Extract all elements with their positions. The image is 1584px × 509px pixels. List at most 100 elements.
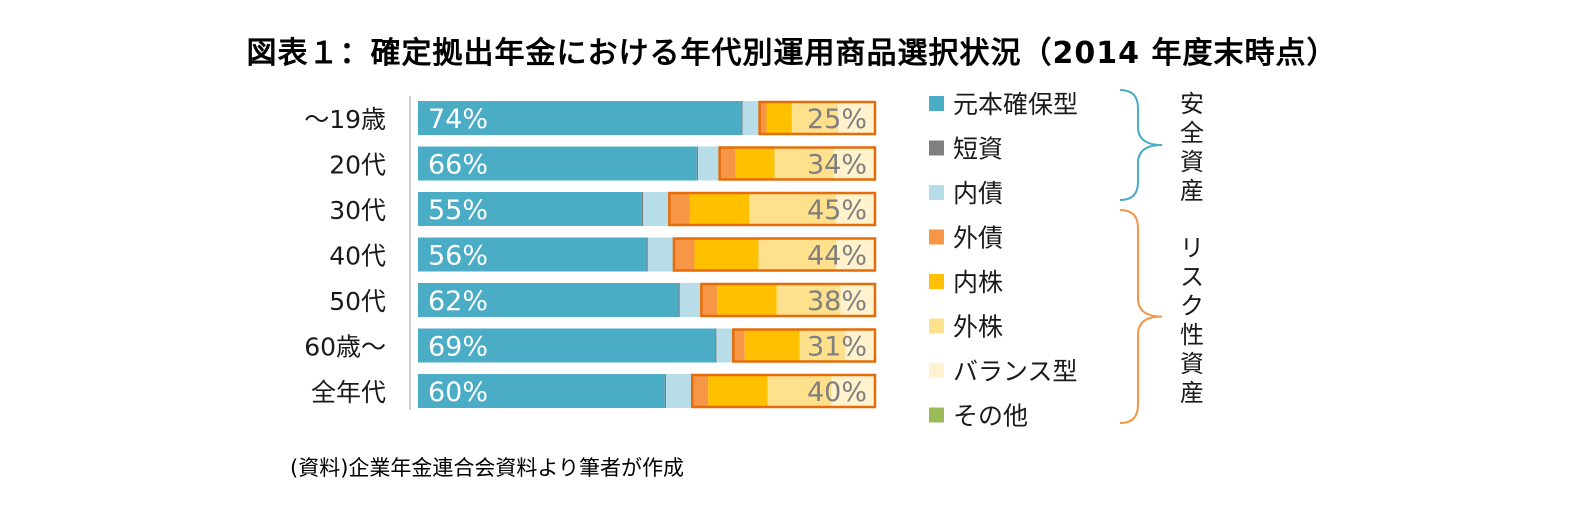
bar-segment-外株-30代 <box>749 192 837 226</box>
bar-segment-内株-60歳～ <box>744 328 800 363</box>
legend-label-元本確保型: 元本確保型 <box>953 90 1078 119</box>
bar-segment-短資-60歳～ <box>715 328 717 363</box>
group-bracket-安全資産 <box>1119 89 1163 201</box>
safe-share-label: 62% <box>428 286 488 317</box>
legend-swatch-外債 <box>929 229 944 245</box>
legend-label-外株: 外株 <box>953 313 1003 342</box>
legend-swatch-外株 <box>929 318 944 334</box>
bar-segment-内株-30代 <box>689 192 750 226</box>
bar-segment-短資-～19歳 <box>741 101 743 135</box>
legend-label-外債: 外債 <box>953 224 1003 253</box>
bar-segment-外債-50代 <box>701 283 718 317</box>
bar-segment-短資-全年代 <box>664 374 667 408</box>
legend-swatch-内債 <box>929 185 944 200</box>
bar-segment-外債-20代 <box>719 146 736 181</box>
chart-title: 図表１：確定拠出年金における年代別運用商品選択状況（2014 年度末時点） <box>246 36 1338 71</box>
bar-segment-外債-60歳～ <box>733 328 745 363</box>
bar-segment-外株-40代 <box>758 237 837 272</box>
category-label: 60歳～ <box>304 333 386 362</box>
bar-segment-短資-50代 <box>678 283 680 317</box>
risk-outline-30代 <box>668 191 877 227</box>
legend-label-その他: その他 <box>953 402 1028 431</box>
risk-outline-50代 <box>700 282 877 318</box>
bar-segment-バランス型-50代 <box>840 283 875 317</box>
risk-share-label: 25% <box>807 104 867 135</box>
bar-segment-バランス型-20代 <box>833 146 875 181</box>
risk-outline-60歳～ <box>732 328 877 363</box>
legend-swatch-短資 <box>929 140 944 156</box>
bar-segment-バランス型-～19歳 <box>838 101 875 135</box>
bar-segment-内株-20代 <box>735 146 775 181</box>
legend-label-内債: 内債 <box>953 179 1003 208</box>
risk-share-label: 44% <box>807 241 867 272</box>
risk-share-label: 38% <box>807 286 867 317</box>
risk-outline-20代 <box>718 146 877 181</box>
risk-share-label: 31% <box>807 332 867 363</box>
bar-segment-外債-30代 <box>669 192 690 226</box>
category-labels: ～19歳 20代 30代 40代 50代 60歳～ 全年代 <box>304 105 386 407</box>
bar-segment-内債-全年代 <box>666 374 693 408</box>
legend-label-バランス型: バランス型 <box>953 357 1078 386</box>
legend-label-短資: 短資 <box>953 135 1003 164</box>
bar-segment-内株-40代 <box>694 237 759 272</box>
group-label-安全資産: 安全資産 <box>1180 90 1204 205</box>
bar-segment-内債-60歳～ <box>716 328 734 363</box>
legend-label-内株: 内株 <box>953 268 1003 297</box>
bar-segment-外株-全年代 <box>767 374 832 408</box>
bar-segment-外株-50代 <box>776 283 841 317</box>
source-note: (資料)企業年金連合会資料より筆者が作成 <box>290 456 684 480</box>
bar-segment-外債-全年代 <box>692 374 709 408</box>
bars-layer: 74% 25% 66% 34% 55% 45% 56% 44% 62% 38% 69% 31% 60% 4… <box>418 100 877 409</box>
safe-share-label: 74% <box>428 104 488 135</box>
risk-outline-40代 <box>672 237 877 272</box>
safe-share-label: 56% <box>428 241 488 272</box>
legend-swatch-その他 <box>929 407 944 423</box>
risk-outline-全年代 <box>690 373 877 409</box>
bar-segment-バランス型-40代 <box>836 237 875 272</box>
bar-segment-外株-20代 <box>774 146 834 181</box>
category-label: ～19歳 <box>304 105 386 134</box>
bar-segment-短資-40代 <box>646 237 648 272</box>
bar-segment-内株-全年代 <box>708 374 768 408</box>
bar-segment-元本確保型-40代 <box>418 237 647 272</box>
bar-segment-短資-20代 <box>696 146 699 181</box>
bar-segment-外債-～19歳 <box>759 101 767 135</box>
bar-segment-内株-～19歳 <box>766 101 792 135</box>
bar-segment-バランス型-30代 <box>836 192 875 226</box>
bar-segment-元本確保型-30代 <box>418 192 642 226</box>
risk-share-label: 45% <box>807 195 867 226</box>
category-label: 40代 <box>329 242 386 271</box>
group-label-リスク性資産: リスク性資産 <box>1180 234 1204 407</box>
safe-share-label: 60% <box>428 377 488 408</box>
bar-segment-短資-30代 <box>641 192 644 226</box>
safe-share-label: 69% <box>428 332 488 363</box>
bar-segment-内債-50代 <box>679 283 702 317</box>
bar-segment-内債-40代 <box>647 237 674 272</box>
bar-segment-外株-～19歳 <box>791 101 839 135</box>
bar-segment-外債-40代 <box>673 237 695 272</box>
safe-share-label: 55% <box>428 195 488 226</box>
bar-segment-元本確保型-全年代 <box>418 374 665 408</box>
risk-share-label: 40% <box>807 377 867 408</box>
safe-share-label: 66% <box>428 150 488 181</box>
bar-segment-元本確保型-～19歳 <box>418 101 742 135</box>
bar-segment-内株-50代 <box>717 283 777 317</box>
legend-swatch-内株 <box>929 274 944 289</box>
bar-segment-元本確保型-60歳～ <box>418 328 716 363</box>
bar-segment-バランス型-60歳～ <box>845 328 875 363</box>
bar-segment-元本確保型-50代 <box>418 283 679 317</box>
risk-share-label: 34% <box>807 150 867 181</box>
bar-segment-内債-～19歳 <box>742 101 760 135</box>
bar-segment-バランス型-全年代 <box>831 374 875 408</box>
legend-swatch-バランス型 <box>929 363 944 378</box>
bar-segment-元本確保型-20代 <box>418 146 697 181</box>
legend-swatch-元本確保型 <box>929 96 944 111</box>
category-label: 30代 <box>329 196 386 225</box>
bar-segment-内債-20代 <box>698 146 720 181</box>
category-label: 20代 <box>329 151 386 180</box>
bar-segment-外株-60歳～ <box>799 328 846 363</box>
group-bracket-リスク性資産 <box>1119 209 1163 424</box>
